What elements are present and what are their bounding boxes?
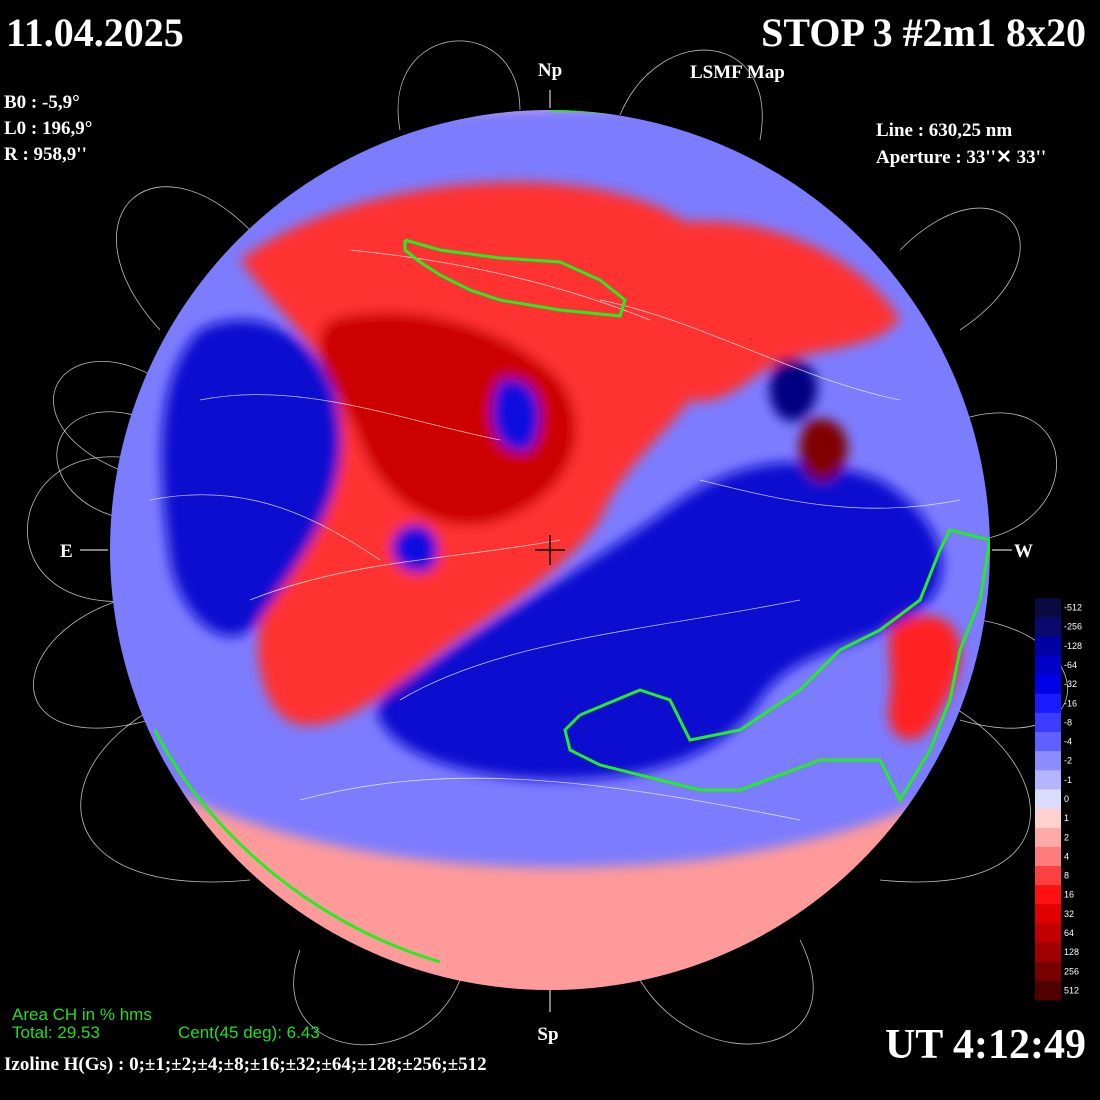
colorbar-label: 16 bbox=[1064, 890, 1074, 900]
colorbar-label: 256 bbox=[1064, 966, 1079, 976]
time: UT 4:12:49 bbox=[885, 1022, 1086, 1068]
aperture: Aperture : 33''✕ 33'' bbox=[876, 147, 1046, 168]
colorbar-label: -2 bbox=[1064, 756, 1072, 766]
instrument: STOP 3 #2m1 8x20 bbox=[761, 10, 1086, 55]
colorbar-cell bbox=[1035, 942, 1061, 963]
disk-center-cross bbox=[535, 535, 565, 565]
date: 11.04.2025 bbox=[6, 10, 184, 55]
colorbar-cell bbox=[1035, 808, 1061, 829]
ch-title: Area CH in % hms bbox=[12, 1005, 152, 1024]
colorbar-cell bbox=[1035, 617, 1061, 637]
colorbar-label: -16 bbox=[1064, 698, 1077, 708]
coronal-hole-contour bbox=[403, 238, 627, 318]
colorbar-cell bbox=[1035, 980, 1061, 1001]
colorbar-label: 1 bbox=[1064, 813, 1069, 823]
colorbar-cell bbox=[1035, 961, 1061, 982]
colorbar-label: -4 bbox=[1064, 737, 1072, 747]
coronal-hole-contour bbox=[563, 528, 990, 804]
colorbar-label: -256 bbox=[1064, 622, 1082, 632]
colorbar-cell bbox=[1035, 636, 1061, 656]
colorbar-label: 32 bbox=[1064, 909, 1074, 919]
colorbar-cell bbox=[1035, 923, 1061, 944]
colorbar-cell bbox=[1035, 712, 1061, 733]
colorbar-label: -8 bbox=[1064, 717, 1072, 727]
colorbar-cell bbox=[1035, 789, 1061, 810]
colorbar-label: -32 bbox=[1064, 679, 1077, 689]
colorbar-label: -128 bbox=[1064, 641, 1082, 651]
colorbar-label: -1 bbox=[1064, 775, 1072, 785]
colorbar-cell bbox=[1035, 866, 1061, 886]
ch-total: Total: 29.53 bbox=[12, 1023, 100, 1042]
colorbar-cell bbox=[1035, 904, 1061, 924]
colorbar-label: -64 bbox=[1064, 660, 1077, 670]
east-label: E bbox=[60, 541, 73, 562]
south-label: Sp bbox=[537, 1024, 558, 1045]
colorbar-cell bbox=[1035, 693, 1061, 714]
colorbar-cell bbox=[1035, 751, 1061, 771]
colorbar-label: 64 bbox=[1064, 928, 1074, 938]
b0: B0 : -5,9° bbox=[4, 92, 80, 113]
colorbar-label: 128 bbox=[1064, 947, 1079, 957]
north-label: Np bbox=[538, 60, 562, 81]
colorbar-cell bbox=[1035, 846, 1061, 867]
line: Line : 630,25 nm bbox=[876, 120, 1012, 141]
colorbar-cell bbox=[1035, 885, 1061, 905]
field-lines-disk bbox=[149, 249, 961, 821]
map-title: LSMF Map bbox=[690, 62, 785, 83]
isolines: Izoline H(Gs) : 0;±1;±2;±4;±8;±16;±32;±6… bbox=[4, 1054, 487, 1075]
l0: L0 : 196,9° bbox=[4, 118, 92, 139]
colorbar-label: 0 bbox=[1064, 794, 1069, 804]
colorbar-label: 4 bbox=[1064, 851, 1069, 861]
colorbar: -512 -256 -128 -64 -32 -16 -8 -4 -2 -1 0 1 2 4 8 16 32 64… bbox=[1035, 598, 1082, 1001]
colorbar-label: 512 bbox=[1064, 985, 1079, 995]
radius: R : 958,9'' bbox=[4, 144, 87, 165]
colorbar-label: 8 bbox=[1064, 871, 1069, 881]
limb-contour bbox=[153, 729, 441, 964]
colorbar-cell bbox=[1035, 655, 1061, 676]
colorbar-cell bbox=[1035, 770, 1061, 790]
colorbar-label: -512 bbox=[1064, 603, 1082, 613]
ch-central: Cent(45 deg): 6.43 bbox=[178, 1023, 320, 1042]
colorbar-cell bbox=[1035, 827, 1061, 848]
colorbar-cell bbox=[1035, 732, 1061, 752]
colorbar-cell bbox=[1035, 598, 1061, 618]
colorbar-label: 2 bbox=[1064, 832, 1069, 842]
west-label: W bbox=[1014, 541, 1033, 562]
colorbar-cell bbox=[1035, 674, 1061, 695]
